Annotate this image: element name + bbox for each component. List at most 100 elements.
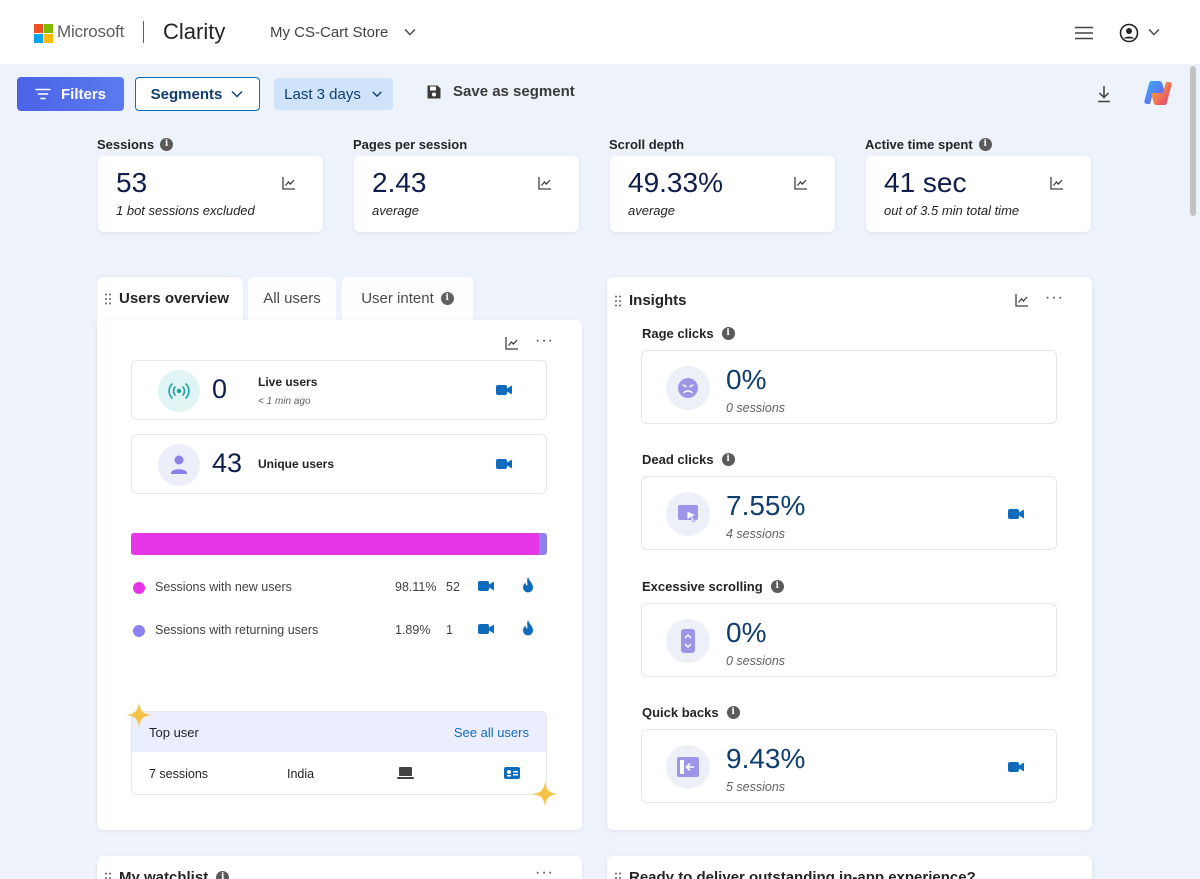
insight-label-text: Dead clicks (642, 452, 714, 467)
insight-label-text: Excessive scrolling (642, 579, 763, 594)
metric-subtext: average (372, 203, 419, 218)
top-user-title: Top user (149, 725, 199, 740)
metric-value: 2.43 (372, 167, 427, 198)
video-camera-icon[interactable] (1008, 508, 1024, 520)
insight-card-rage-clicks[interactable]: 0% 0 sessions (641, 350, 1057, 424)
insight-label-excessive-scrolling: Excessive scrolling i (642, 579, 784, 594)
info-icon[interactable]: i (978, 138, 992, 151)
top-user-sessions: 7 sessions (149, 767, 209, 781)
metric-value: 49.33% (628, 167, 723, 198)
trend-chart-icon[interactable] (538, 176, 552, 190)
live-users-row[interactable]: 0 Live users < 1 min ago (131, 360, 547, 420)
info-icon[interactable]: i (216, 871, 230, 879)
info-icon[interactable]: i (770, 580, 784, 593)
legend-new-users: Sessions with new users 98.11% 52 (133, 577, 545, 599)
insight-card-dead-clicks[interactable]: 7.55% 4 sessions (641, 476, 1057, 550)
user-card-icon[interactable] (504, 767, 520, 779)
insight-value: 0% (726, 364, 767, 395)
promo-header: Ready to deliver outstanding in-app expe… (615, 869, 976, 879)
video-camera-icon[interactable] (496, 384, 512, 396)
drag-handle-icon[interactable] (615, 872, 621, 879)
video-camera-icon[interactable] (478, 623, 494, 635)
more-options-icon[interactable]: ··· (1045, 289, 1064, 306)
video-camera-icon[interactable] (1008, 761, 1024, 773)
trend-chart-icon[interactable] (505, 336, 519, 350)
info-icon[interactable]: i (160, 138, 174, 151)
metric-label-sessions: Sessions i (97, 137, 174, 152)
trend-chart-icon[interactable] (1050, 176, 1064, 190)
brand-name: Microsoft (57, 22, 125, 41)
insight-value: 0% (726, 617, 767, 648)
metric-subtext: out of 3.5 min total time (884, 203, 1020, 218)
metric-label-text: Scroll depth (609, 137, 685, 152)
date-range-dropdown[interactable]: Last 3 days (274, 78, 393, 110)
see-all-users-link[interactable]: See all users (453, 725, 529, 740)
heatmap-flame-icon[interactable] (522, 620, 534, 636)
unique-users-count: 43 (212, 448, 243, 478)
metric-value: 41 sec (884, 167, 967, 198)
info-icon[interactable]: i (440, 292, 454, 305)
drag-handle-icon[interactable] (105, 872, 111, 879)
metric-label-pages: Pages per session (353, 137, 467, 152)
project-selector[interactable]: My CS-Cart Store (270, 24, 389, 41)
users-overview-panel: ··· 0 Live users < 1 min ago 43 Unique u… (97, 320, 582, 830)
filters-button[interactable]: Filters (17, 77, 124, 111)
watchlist-title: My watchlist (119, 869, 209, 879)
trend-chart-icon[interactable] (1015, 293, 1029, 307)
save-icon (427, 85, 441, 98)
video-camera-icon[interactable] (478, 580, 494, 592)
insight-value: 9.43% (726, 743, 806, 774)
download-icon[interactable] (1096, 85, 1112, 103)
filter-toolbar: Filters Segments Last 3 days Save as seg… (0, 64, 1200, 124)
trend-chart-icon[interactable] (282, 176, 296, 190)
tab-users-overview[interactable]: Users overview (97, 277, 243, 320)
insight-subtext: 0 sessions (726, 401, 786, 415)
save-as-segment-button[interactable]: Save as segment (426, 83, 575, 100)
info-icon[interactable]: i (721, 453, 735, 466)
drag-handle-icon[interactable] (615, 295, 621, 307)
tab-all-users[interactable]: All users (248, 277, 336, 320)
watchlist-header: My watchlist i (105, 869, 230, 879)
insight-subtext: 4 sessions (726, 527, 786, 541)
filter-icon (35, 88, 51, 100)
metric-card-sessions[interactable]: 53 1 bot sessions excluded (98, 156, 323, 232)
info-icon[interactable]: i (726, 706, 740, 719)
product-name[interactable]: Clarity (163, 19, 226, 44)
unique-users-row[interactable]: 43 Unique users (131, 434, 547, 494)
top-user-country: India (287, 767, 315, 781)
insight-label-quick-backs: Quick backs i (642, 705, 740, 720)
sparkle-icon (532, 781, 558, 807)
menu-icon[interactable] (1075, 26, 1093, 40)
metric-label-text: Sessions (97, 137, 155, 152)
more-options-icon[interactable]: ··· (535, 332, 554, 349)
microsoft-logo-icon (34, 24, 53, 43)
insight-subtext: 0 sessions (726, 654, 786, 668)
promo-title: Ready to deliver outstanding in-app expe… (629, 869, 976, 879)
top-user-row[interactable]: 7 sessions India (132, 752, 546, 794)
returning-users-bar-segment[interactable] (539, 533, 547, 555)
metric-value: 53 (116, 167, 148, 198)
insight-card-quick-backs[interactable]: 9.43% 5 sessions (641, 729, 1057, 803)
copilot-icon[interactable] (1143, 79, 1173, 107)
heatmap-flame-icon[interactable] (522, 577, 534, 593)
info-icon[interactable]: i (721, 327, 735, 340)
tab-user-intent[interactable]: User intent i (342, 277, 473, 320)
metric-card-active-time[interactable]: 41 sec out of 3.5 min total time (866, 156, 1091, 232)
metric-card-scroll[interactable]: 49.33% average (610, 156, 835, 232)
chevron-down-icon[interactable] (1147, 25, 1161, 39)
account-icon[interactable] (1119, 23, 1139, 43)
new-users-bar-segment[interactable] (131, 533, 540, 555)
video-camera-icon[interactable] (496, 458, 512, 470)
metric-subtext: average (628, 203, 675, 218)
trend-chart-icon[interactable] (794, 176, 808, 190)
more-options-icon[interactable]: ··· (535, 864, 554, 879)
user-split-bar[interactable] (131, 533, 547, 555)
metric-card-pages[interactable]: 2.43 average (354, 156, 579, 232)
sparkle-icon (126, 702, 152, 728)
segments-dropdown[interactable]: Segments (135, 77, 260, 111)
chevron-down-icon[interactable] (403, 25, 417, 39)
metric-subtext: 1 bot sessions excluded (116, 203, 255, 218)
page-scrollbar[interactable] (1190, 66, 1196, 216)
drag-handle-icon[interactable] (105, 293, 111, 305)
insight-card-excessive-scrolling[interactable]: 0% 0 sessions (641, 603, 1057, 677)
